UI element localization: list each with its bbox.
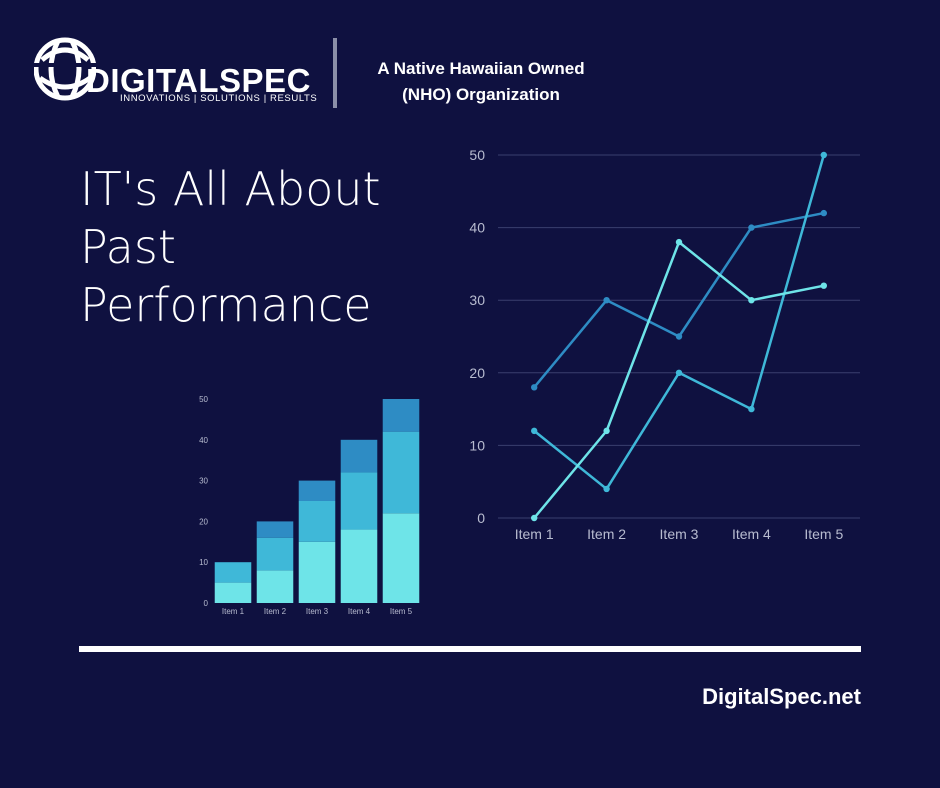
x-tick-label: Item 3 [306,607,329,616]
bar-segment [214,582,252,603]
stacked-bar-chart: 0 10 20 30 40 50 Item 1 Item 2 Item 3 Item 4 Item … [199,395,420,616]
data-point [820,151,827,159]
brand-name: DIGITALSPEC [86,62,311,99]
y-tick-label: 10 [469,437,485,453]
x-tick-label: Item 5 [390,607,413,616]
y-tick-label: 40 [199,436,208,445]
y-tick-label: 50 [199,395,208,404]
x-tick-label: Item 2 [587,526,626,542]
org-line-1: A Native Hawaiian Owned [377,59,585,78]
bottom-divider [79,646,861,652]
data-point [748,224,755,231]
bar-segment [256,570,294,603]
globe-icon [34,37,96,101]
brand-tagline: INNOVATIONS | SOLUTIONS | RESULTS [120,93,318,104]
data-point [675,238,683,246]
bar-segment [256,537,294,571]
line-chart: 0 10 20 30 40 50 Item 1 Item 2 Item 3 Item 4 Item … [469,147,860,542]
bar-segment [298,541,336,603]
y-tick-label: 40 [469,220,485,236]
y-tick-label: 20 [199,517,208,526]
headline-line-2: Past [80,220,176,274]
website-link[interactable]: DigitalSpec.net [702,684,861,709]
x-tick-label: Item 3 [660,526,699,542]
data-point [603,297,610,304]
headline: IT's All About Past Performance [80,160,460,334]
x-tick-label: Item 4 [348,607,371,616]
data-point [748,297,755,304]
data-point [820,282,827,289]
headline-line-1: IT's All About [80,162,381,216]
y-tick-label: 30 [469,292,485,308]
x-tick-label: Item 5 [804,526,843,542]
logo: DIGITALSPEC INNOVATIONS | SOLUTIONS | RE… [34,30,324,110]
bar-segment [340,439,378,473]
y-tick-label: 0 [477,510,485,526]
series-line [533,240,825,519]
y-tick-label: 10 [199,558,208,567]
bar-segment [298,501,336,542]
y-tick-label: 30 [199,477,208,486]
bar-segment [382,399,420,432]
org-line-2: (NHO) Organization [402,85,560,104]
bar-segment [382,431,420,514]
data-point [603,485,610,493]
data-point [603,427,610,435]
data-point [748,405,755,413]
bar-segment [340,529,378,603]
data-point [531,514,538,522]
y-tick-label: 0 [204,599,209,608]
x-tick-label: Item 1 [515,526,554,542]
data-point [675,369,683,376]
data-point [531,384,538,391]
x-tick-label: Item 1 [222,607,245,616]
bar-segment [340,472,378,530]
headline-line-3: Performance [80,278,372,332]
bar-segment [256,521,294,538]
bar-segment [214,562,252,583]
x-tick-label: Item 4 [732,526,771,542]
data-point [531,427,538,435]
vertical-divider [333,38,337,108]
bar-segment [382,513,420,603]
x-tick-label: Item 2 [264,607,287,616]
data-point [675,333,683,340]
y-tick-label: 20 [469,365,485,381]
data-point [820,209,827,217]
y-tick-label: 50 [469,147,485,163]
series-line [533,154,826,491]
bar-segment [298,480,336,501]
